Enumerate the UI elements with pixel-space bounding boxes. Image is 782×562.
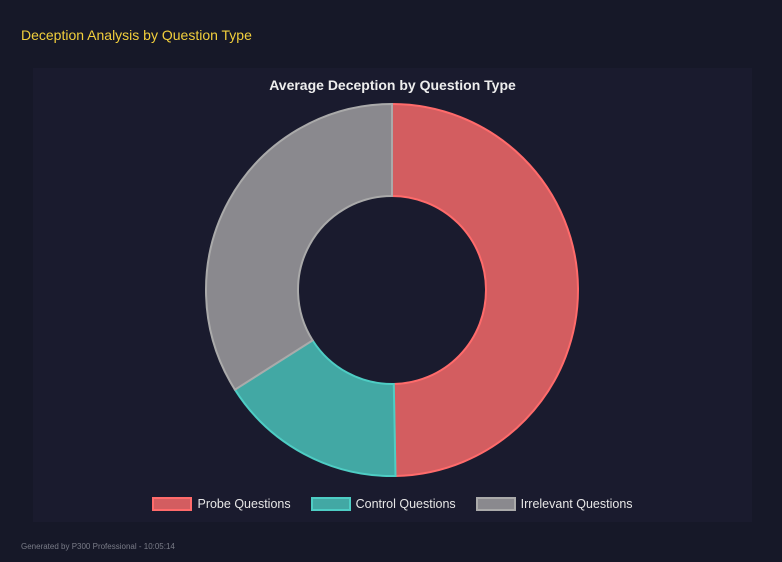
- chart-legend: Probe Questions Control Questions Irrele…: [33, 497, 752, 511]
- donut-slice-probe-questions[interactable]: [391, 102, 579, 477]
- legend-swatch: [310, 497, 351, 511]
- donut-chart: [205, 102, 579, 477]
- legend-label: Probe Questions: [197, 497, 291, 511]
- legend-swatch: [475, 497, 516, 511]
- donut-slice-irrelevant-questions[interactable]: [205, 102, 393, 392]
- donut-slice-control-questions[interactable]: [233, 338, 397, 477]
- legend-label: Control Questions: [355, 497, 456, 511]
- page-title: Deception Analysis by Question Type: [21, 27, 252, 43]
- chart-panel: Average Deception by Question Type Probe…: [33, 68, 752, 522]
- footer-text: Generated by P300 Professional - 10:05:1…: [21, 542, 175, 551]
- chart-title: Average Deception by Question Type: [269, 77, 516, 93]
- legend-label: Irrelevant Questions: [520, 497, 633, 511]
- legend-item-control[interactable]: Control Questions: [310, 497, 456, 511]
- legend-item-probe[interactable]: Probe Questions: [152, 497, 291, 511]
- legend-swatch: [152, 497, 193, 511]
- legend-item-irrelevant[interactable]: Irrelevant Questions: [475, 497, 633, 511]
